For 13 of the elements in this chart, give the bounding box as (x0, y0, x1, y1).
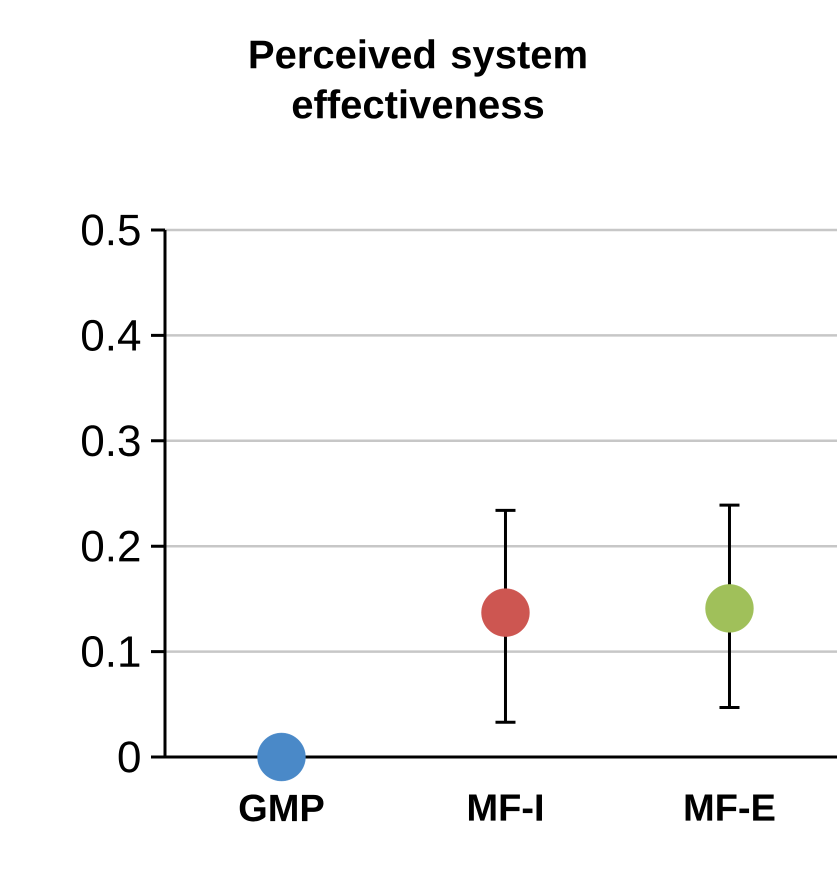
point (705, 584, 754, 633)
y-tick-label: 0.1 (82, 636, 140, 668)
y-tick-label: 0.4 (82, 320, 140, 351)
point (257, 732, 306, 782)
chart-title: Perceived system effectiveness (250, 39, 586, 119)
x-tick-label: MF-I (468, 794, 542, 821)
x-tick-label: MF-E (686, 794, 774, 821)
y-tick-label: 0 (118, 741, 140, 773)
x-tick-label: GMP (240, 794, 324, 822)
y-tick-label: 0.2 (82, 530, 140, 562)
point (481, 588, 530, 637)
y-tick-label: 0.5 (82, 214, 140, 246)
y-tick-label: 0.3 (82, 425, 140, 456)
